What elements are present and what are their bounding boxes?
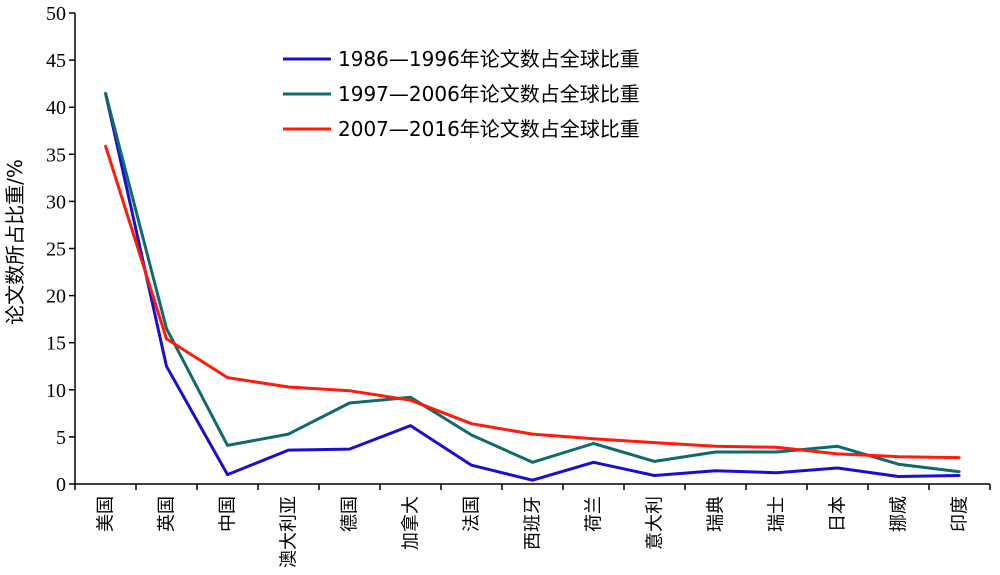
series-line-2 <box>104 92 960 474</box>
series-1-point <box>958 474 961 477</box>
series-2-point <box>958 470 961 473</box>
series-1-point <box>409 424 412 427</box>
series-2-point <box>409 396 412 399</box>
legend-label: 1986—1996年论文数占全球比重 <box>338 47 640 71</box>
legend-label: 1997—2006年论文数占全球比重 <box>338 82 640 106</box>
series-1-point <box>348 447 351 451</box>
y-tick-label: 35 <box>46 144 66 166</box>
series-2-point <box>836 445 839 448</box>
x-category-label: 英国 <box>157 496 178 532</box>
y-tick-label: 45 <box>46 50 66 72</box>
series-1-point <box>592 461 595 464</box>
series-1-point <box>470 463 473 467</box>
series-line-1 <box>104 92 960 482</box>
series-2-point <box>775 450 778 454</box>
series-1-point <box>226 473 229 476</box>
series-2-point <box>470 433 473 437</box>
series-2-point <box>165 327 168 330</box>
legend: 1986—1996年论文数占全球比重 1997—2006年论文数占全球比重 2007… <box>283 47 640 141</box>
series-2-point <box>226 444 229 447</box>
series-2-point <box>714 450 717 454</box>
series-2-point <box>531 461 534 464</box>
x-category-label: 日本 <box>828 496 849 532</box>
y-tick-label: 50 <box>46 3 66 25</box>
series-3-point <box>104 144 107 148</box>
y-tick-label: 30 <box>46 191 66 213</box>
series-1-point <box>165 365 168 368</box>
series-3-point <box>714 445 717 448</box>
series-3-point <box>958 456 961 459</box>
y-tick-label: 20 <box>46 286 66 308</box>
legend-label: 2007—2016年论文数占全球比重 <box>338 117 640 141</box>
series-line-3 <box>104 145 960 460</box>
x-category-label: 挪威 <box>889 496 910 532</box>
series-3-point <box>470 422 473 425</box>
series-2-point <box>653 460 656 463</box>
series-3-point <box>348 389 351 392</box>
x-category-label: 意大利 <box>645 496 666 550</box>
series-3-point <box>165 337 168 341</box>
x-category-label: 法国 <box>462 496 483 532</box>
x-category-label: 西班牙 <box>523 496 544 550</box>
series-3-point <box>897 455 900 458</box>
y-tick-label: 25 <box>46 239 66 261</box>
series-1-point <box>836 466 839 470</box>
series-layer <box>104 91 961 482</box>
series-2-point <box>348 401 351 405</box>
series-3-point <box>653 441 656 444</box>
series-1-point <box>287 448 290 452</box>
y-tick-label: 0 <box>56 474 66 496</box>
y-tick-label: 15 <box>46 333 66 355</box>
y-tick-label: 10 <box>46 380 66 402</box>
series-1-point <box>897 475 900 478</box>
series-2-point <box>897 463 900 466</box>
series-2-point <box>287 432 290 436</box>
series-1-point <box>531 479 534 482</box>
x-category-label: 荷兰 <box>584 496 605 532</box>
series-3-point <box>531 432 534 436</box>
series-1-point <box>714 469 717 473</box>
x-category-label: 印度 <box>950 496 971 532</box>
series-3-point <box>592 437 595 440</box>
series-2-point <box>104 91 107 95</box>
series-3-point <box>836 452 839 456</box>
y-tick-label: 40 <box>46 97 66 119</box>
x-category-label: 德国 <box>340 496 361 532</box>
series-1-point <box>653 474 656 477</box>
x-axis: 美国 英国 中国 澳大利亚 德国 加拿大 法国 西班牙 荷兰 意大利 瑞典 瑞士 日本 挪威 印度 <box>74 483 991 568</box>
x-category-label: 澳大利亚 <box>279 496 300 568</box>
series-3-point <box>775 446 778 449</box>
y-tick-label: 5 <box>56 427 66 449</box>
series-3-point <box>226 376 229 379</box>
y-axis-title: 论文数所占比重/% <box>3 159 27 325</box>
x-category-label: 瑞士 <box>767 496 788 532</box>
series-2-point <box>592 442 595 445</box>
series-3-point <box>287 385 290 389</box>
x-category-label: 瑞典 <box>706 496 727 532</box>
series-3-point <box>409 398 412 402</box>
y-axis: 0 5 10 15 20 25 30 35 40 45 50 <box>46 3 76 496</box>
x-category-label: 加拿大 <box>400 496 422 550</box>
x-category-label: 美国 <box>96 496 117 532</box>
x-category-label: 中国 <box>218 496 239 532</box>
series-1-point <box>775 471 778 474</box>
